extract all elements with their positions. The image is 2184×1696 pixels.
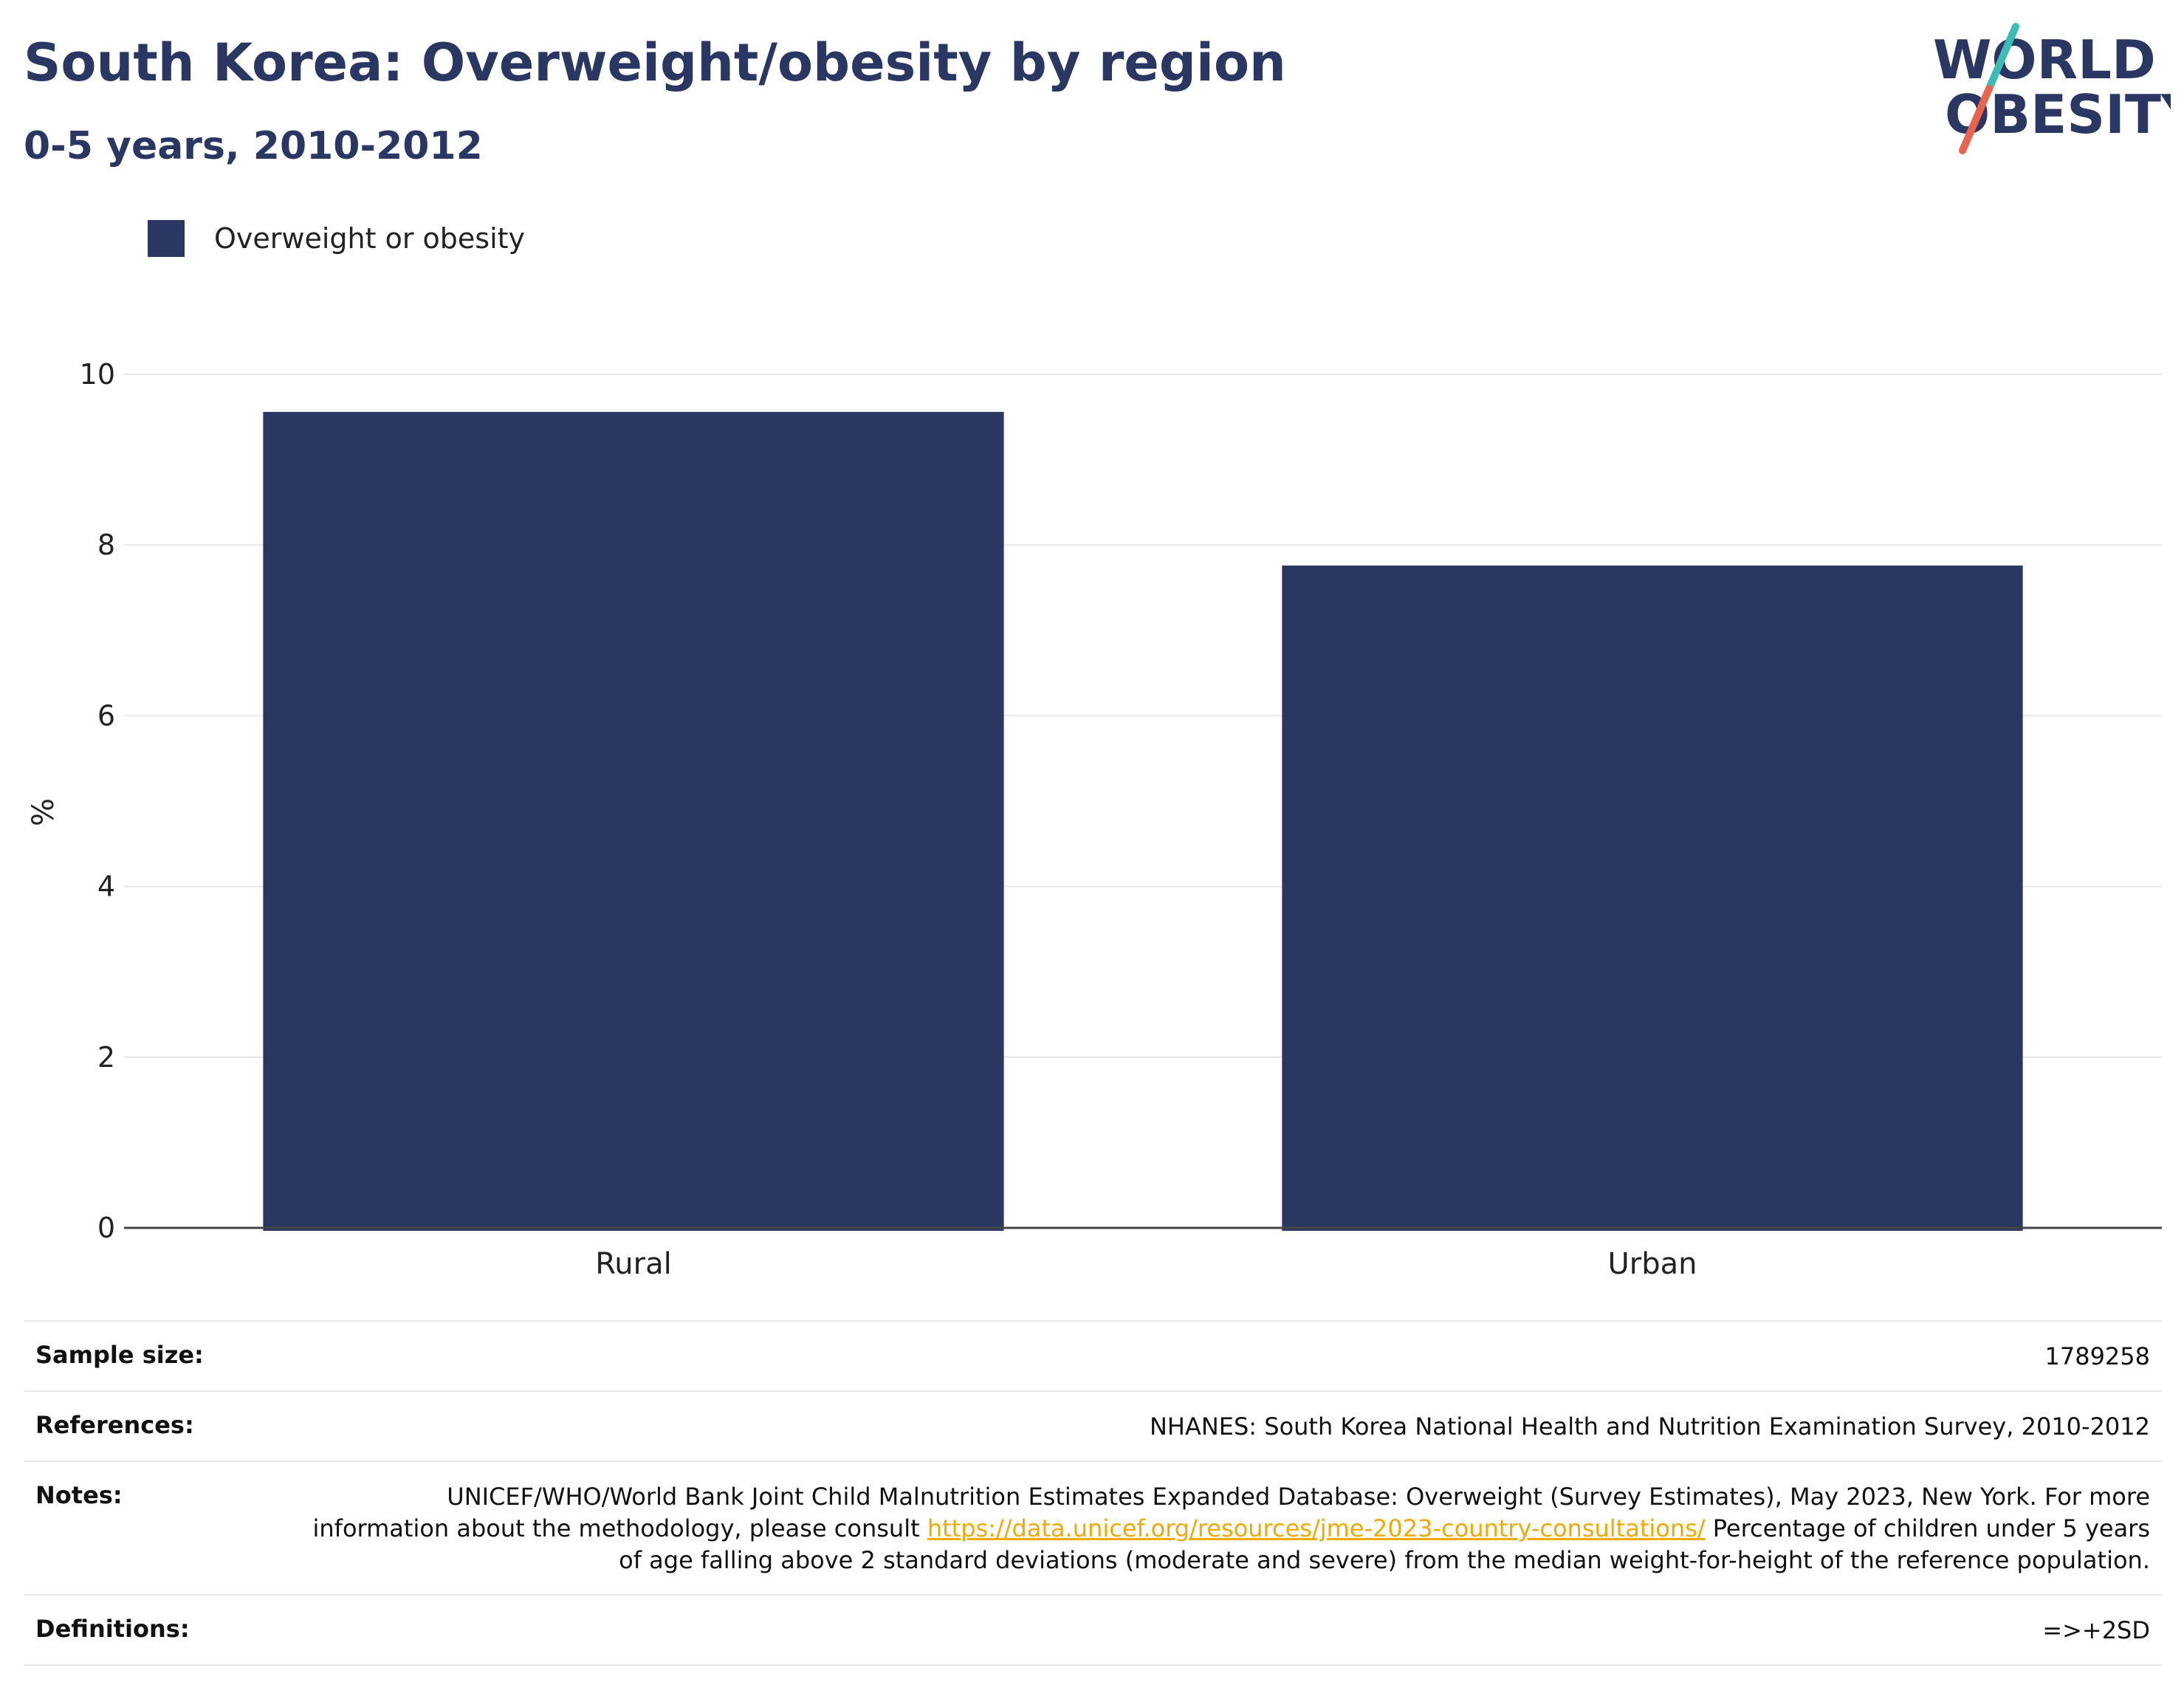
chart-title: South Korea: Overweight/obesity by regio…: [24, 32, 1286, 93]
info-row-notes: Notes: UNICEF/WHO/World Bank Joint Child…: [24, 1460, 2162, 1594]
definitions-value: =>+2SD: [2042, 1616, 2150, 1644]
info-row-sample-size: Sample size: 1789258: [24, 1320, 2162, 1390]
bar-urban[interactable]: [1282, 565, 2023, 1231]
notes-text-before: UNICEF/WHO/World Bank Joint Child Malnut…: [312, 1483, 2151, 1542]
legend[interactable]: Overweight or obesity: [148, 220, 525, 257]
x-tick-label-rural: Rural: [595, 1247, 671, 1281]
notes-label: Notes:: [35, 1481, 123, 1509]
references-value: NHANES: South Korea National Health and …: [1149, 1412, 2150, 1441]
legend-swatch: [148, 220, 185, 257]
x-tick-label-urban: Urban: [1608, 1247, 1697, 1281]
y-axis-title: %: [27, 798, 61, 826]
axes: 0 2 4 6 8 10 Rural Urban: [80, 358, 2162, 1281]
info-row-references: References: NHANES: South Korea National…: [24, 1390, 2162, 1460]
y-tick-label: 2: [97, 1041, 115, 1074]
notes-value: UNICEF/WHO/World Bank Joint Child Malnut…: [304, 1481, 2151, 1576]
definitions-label: Definitions:: [35, 1615, 190, 1643]
y-tick-label: 6: [97, 699, 115, 732]
world-obesity-logo: WORLD OBESITY: [1933, 23, 2171, 154]
chart-subtitle: 0-5 years, 2010-2012: [24, 124, 483, 168]
sample-size-label: Sample size:: [35, 1341, 204, 1369]
methodology-link[interactable]: https://data.unicef.org/resources/jme-20…: [927, 1514, 1706, 1542]
y-tick-label: 8: [97, 529, 115, 561]
logo-slash-bottom: [1959, 85, 1993, 154]
y-tick-label: 0: [97, 1212, 115, 1244]
notes-text-after: Percentage of children under 5 years of …: [619, 1514, 2150, 1574]
bars: [263, 411, 2023, 1231]
sample-size-value: 1789258: [2044, 1342, 2150, 1370]
logo-slash-top: [1985, 23, 2019, 92]
bar-chart: 0 2 4 6 8 10 Rural Urban %: [27, 358, 2162, 1281]
logo-word-obesity: OBESITY: [1945, 83, 2171, 145]
legend-label: Overweight or obesity: [214, 222, 526, 255]
info-table: Sample size: 1789258 References: NHANES:…: [24, 1320, 2162, 1666]
info-row-definitions: Definitions: =>+2SD: [24, 1594, 2162, 1666]
y-tick-label: 4: [97, 871, 115, 903]
logo-word-world: WORLD: [1933, 29, 2156, 91]
bar-rural[interactable]: [263, 411, 1004, 1231]
references-label: References:: [35, 1411, 194, 1439]
y-tick-label: 10: [80, 358, 115, 391]
